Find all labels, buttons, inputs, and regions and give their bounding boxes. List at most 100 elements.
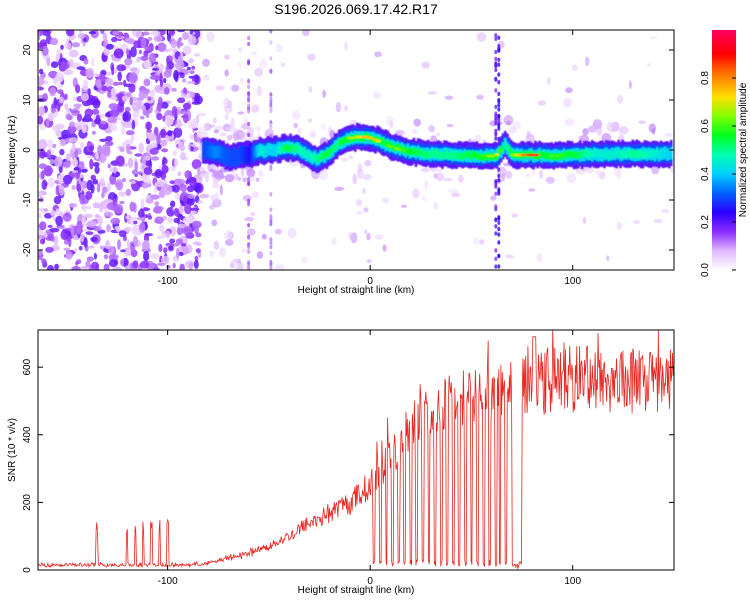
spectrogram-noise-cell <box>212 117 217 124</box>
spectrogram-noise-cell <box>114 225 121 231</box>
spectrogram-noise-cell <box>101 85 108 92</box>
spectrogram-streak-cell <box>247 181 251 186</box>
spectrogram-noise-cell <box>309 132 317 138</box>
spectrogram-noise-cell <box>450 192 461 198</box>
spectrogram-noise-cell <box>84 108 93 118</box>
ridge-cell <box>420 150 424 157</box>
spectrogram-noise-cell <box>547 77 551 85</box>
ridge-cell <box>210 147 213 154</box>
spectrogram-noise-cell <box>145 105 149 111</box>
ridge-cell <box>645 150 649 158</box>
spectrogram-noise-cell <box>176 118 182 129</box>
spectrogram-streak-cell <box>497 226 501 232</box>
spectrogram-noise-cell <box>613 166 622 177</box>
spectrogram-noise-cell <box>103 254 109 260</box>
spectrogram-noise-cell <box>88 245 95 249</box>
spectrogram-noise-cell <box>166 48 177 52</box>
spectrogram-noise-cell <box>127 157 134 169</box>
spectrogram-noise-cell <box>194 74 200 84</box>
spectrogram-noise-cell <box>197 129 207 138</box>
spectrogram-noise-cell <box>122 111 132 122</box>
ridge-cell <box>339 138 343 146</box>
spectrogram-streak-cell <box>497 107 501 112</box>
spectrogram-noise-cell <box>161 83 171 88</box>
spectrogram-noise-cell <box>119 200 125 205</box>
spectrogram-noise-cell <box>55 123 65 130</box>
spectrogram-streak-cell <box>269 30 273 34</box>
spectrogram-noise-cell <box>66 114 73 121</box>
spectrogram-noise-cell <box>68 203 78 208</box>
spectrogram-noise-cell <box>128 72 138 84</box>
spectrogram-noise-cell <box>292 110 301 120</box>
spectrogram-noise-cell <box>143 60 152 70</box>
ridge-cell <box>416 148 420 156</box>
ridge-cell <box>586 152 590 159</box>
spectrogram-noise-cell <box>38 76 45 86</box>
spectrogram-streak-cell <box>497 215 501 220</box>
spectrogram-noise-cell <box>154 168 163 179</box>
spectrogram-noise-cell <box>178 141 184 150</box>
ridge-cell <box>453 153 456 160</box>
spectrogram-noise-cell <box>237 111 245 115</box>
spectrogram-noise-cell <box>152 67 159 71</box>
ridge-cell <box>424 150 428 158</box>
spectrogram-noise-cell <box>38 31 41 41</box>
spectrogram-noise-cell <box>147 36 153 42</box>
ridge-cell <box>329 147 333 154</box>
ridge-cell <box>542 151 545 159</box>
ridge-peak <box>557 154 564 157</box>
spectrogram-noise-cell <box>169 166 177 172</box>
ridge-cell <box>311 154 315 162</box>
spectrogram-noise-cell <box>433 201 439 210</box>
spectrogram-noise-cell <box>47 224 53 228</box>
spectrogram-streak-cell <box>497 57 501 62</box>
ridge-cell <box>321 152 325 160</box>
spectrogram-noise-cell <box>147 96 152 101</box>
spectrogram-noise-cell <box>225 239 234 246</box>
snr-y-label: SNR (10 * v/v) <box>7 418 18 482</box>
y-tick-label: -10 <box>22 192 33 207</box>
spectrogram-noise-cell <box>139 260 150 269</box>
spectrogram-noise-cell <box>80 265 88 270</box>
ridge-cell <box>277 146 280 154</box>
spectrogram-noise-cell <box>582 217 587 224</box>
spectrogram-noise-cell <box>251 104 260 113</box>
spectrogram-streak-cell <box>247 35 251 41</box>
ridge-cell <box>631 150 635 158</box>
spectrogram-noise-cell <box>86 205 92 210</box>
spectrogram-noise-cell <box>188 57 195 64</box>
ridge-cell <box>463 152 467 159</box>
spectrogram-noise-cell <box>57 175 66 184</box>
ridge-cell <box>637 151 641 159</box>
spectrogram-noise-cell <box>448 188 459 194</box>
spectrogram-noise-cell <box>194 92 201 103</box>
spectrogram-streak-cell <box>497 232 501 237</box>
spectrogram-noise-cell <box>80 233 85 243</box>
spectrogram-noise-cell <box>363 207 369 213</box>
ridge-cell <box>617 149 620 157</box>
ridge-cell <box>568 150 572 158</box>
spectrogram-noise-cell <box>130 249 138 258</box>
spectrogram-noise-cell <box>92 202 101 209</box>
spectrogram-noise-cell <box>115 171 119 178</box>
ridge-cell <box>503 140 507 148</box>
spectrogram-noise-cell <box>105 239 110 250</box>
spectrogram-noise-cell <box>571 64 578 71</box>
spectrogram-streak-cell <box>497 191 501 196</box>
spectrogram-heatmap <box>38 30 674 270</box>
spectrogram-noise-cell <box>297 127 302 134</box>
spectrogram-streak-cell <box>494 88 498 93</box>
spectrogram-noise-cell <box>237 61 242 68</box>
x-tick-label: 100 <box>564 276 581 287</box>
spectrogram-noise-cell <box>125 188 132 197</box>
spectrogram-noise-cell <box>189 207 200 211</box>
spectrogram-noise-cell <box>67 125 77 135</box>
ridge-cell <box>613 149 616 157</box>
spectrogram-noise-cell <box>150 156 160 161</box>
spectrogram-noise-cell <box>140 116 145 120</box>
spectrogram-noise-cell <box>179 184 187 193</box>
spectrogram-noise-cell <box>62 212 72 222</box>
spectrogram-noise-cell <box>199 193 210 199</box>
spectrogram-noise-cell <box>242 177 248 183</box>
spectrogram-noise-cell <box>105 72 113 76</box>
